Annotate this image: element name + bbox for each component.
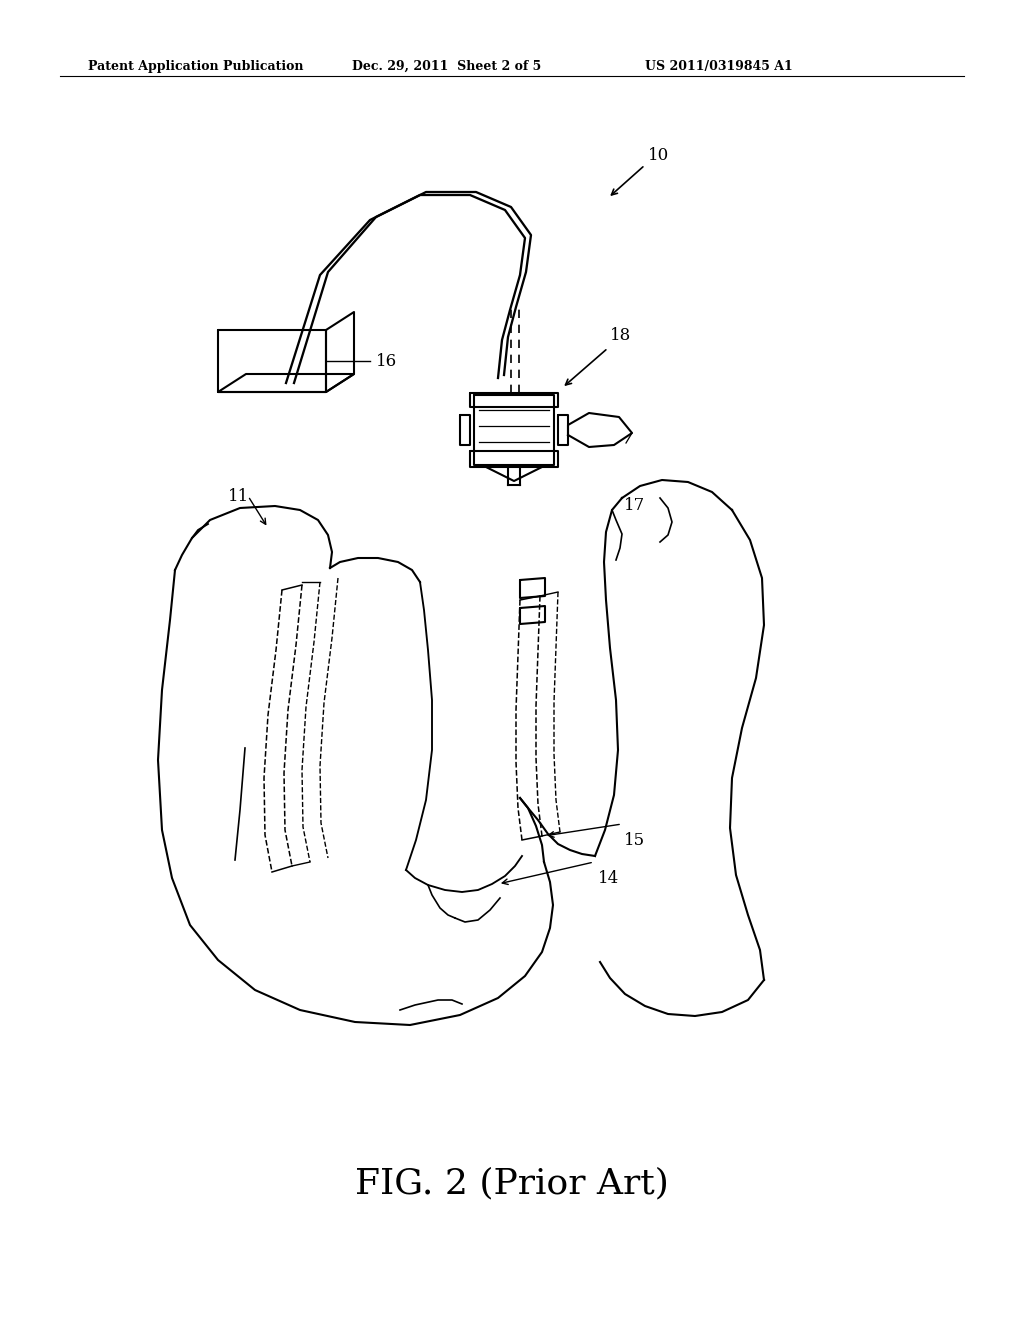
Text: 18: 18	[610, 327, 631, 345]
Text: 16: 16	[376, 354, 397, 371]
Text: Dec. 29, 2011  Sheet 2 of 5: Dec. 29, 2011 Sheet 2 of 5	[352, 59, 542, 73]
Text: 14: 14	[598, 870, 620, 887]
Text: 11: 11	[228, 488, 249, 506]
Text: FIG. 2 (Prior Art): FIG. 2 (Prior Art)	[355, 1166, 669, 1200]
Text: 10: 10	[648, 147, 670, 164]
Text: Patent Application Publication: Patent Application Publication	[88, 59, 303, 73]
Text: 17: 17	[624, 498, 645, 513]
Text: 15: 15	[624, 832, 645, 849]
Text: US 2011/0319845 A1: US 2011/0319845 A1	[645, 59, 793, 73]
